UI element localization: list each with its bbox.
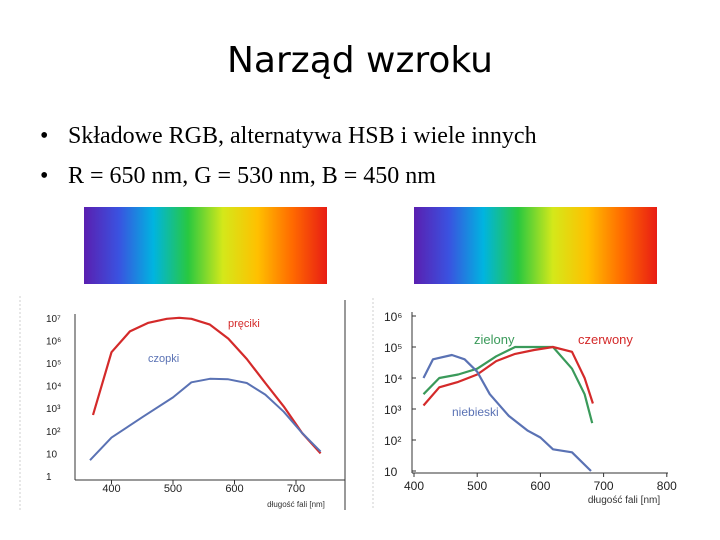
bullet-symbol: • bbox=[40, 123, 49, 149]
series-line-cones bbox=[89, 377, 322, 461]
x-tick-label: 500 bbox=[467, 479, 487, 493]
y-tick-label: 10 bbox=[46, 449, 58, 460]
x-tick-label: 700 bbox=[287, 483, 305, 495]
bullet-item: • Składowe RGB, alternatywa HSB i wiele … bbox=[40, 116, 537, 156]
y-tick-label: 10² bbox=[46, 427, 61, 438]
x-tick-label: 800 bbox=[657, 479, 677, 493]
y-tick-label: 10⁴ bbox=[384, 372, 403, 386]
y-tick-label: 10² bbox=[384, 434, 401, 448]
series-line-red-cones bbox=[422, 345, 594, 407]
bullet-text: R = 650 nm, G = 530 nm, B = 450 nm bbox=[68, 163, 436, 189]
bullet-item: • R = 650 nm, G = 530 nm, B = 450 nm bbox=[40, 156, 537, 196]
x-tick-label: 600 bbox=[225, 483, 243, 495]
spectrum-strip-left bbox=[84, 207, 327, 284]
bullet-list: • Składowe RGB, alternatywa HSB i wiele … bbox=[40, 116, 537, 196]
series-label: pręciki bbox=[228, 318, 260, 330]
y-tick-label: 10 bbox=[384, 465, 398, 479]
x-tick-label: 400 bbox=[404, 479, 424, 493]
x-tick-label: 400 bbox=[102, 483, 120, 495]
series-line-green-cones bbox=[422, 345, 594, 424]
y-tick-label: 10⁴ bbox=[46, 382, 61, 393]
series-label: niebieski bbox=[452, 405, 499, 419]
y-tick-label: 10³ bbox=[384, 403, 401, 417]
y-tick-label: 10⁶ bbox=[384, 310, 402, 324]
slide-title: Narząd wzroku bbox=[227, 40, 493, 81]
bullet-symbol: • bbox=[40, 163, 49, 189]
x-tick-label: 500 bbox=[164, 483, 182, 495]
series-label: czerwony bbox=[578, 332, 633, 347]
x-axis-title: długość fali [nm] bbox=[267, 500, 325, 509]
y-tick-label: 1 bbox=[46, 472, 52, 483]
y-tick-label: 10⁵ bbox=[384, 341, 402, 355]
spectrum-strip-right bbox=[414, 207, 657, 284]
series-line-rods bbox=[91, 316, 322, 455]
y-tick-label: 10⁵ bbox=[46, 359, 61, 370]
y-tick-label: 10⁷ bbox=[46, 314, 61, 325]
series-line-blue-cones bbox=[422, 353, 592, 472]
series-label: czopki bbox=[148, 353, 179, 365]
y-tick-label: 10³ bbox=[46, 404, 61, 415]
x-tick-label: 700 bbox=[594, 479, 614, 493]
x-tick-label: 600 bbox=[530, 479, 550, 493]
series-label: zielony bbox=[474, 332, 515, 347]
y-tick-label: 10⁶ bbox=[46, 336, 61, 347]
bullet-text: Składowe RGB, alternatywa HSB i wiele in… bbox=[68, 123, 537, 149]
x-axis-title: długość fali [nm] bbox=[588, 495, 660, 506]
